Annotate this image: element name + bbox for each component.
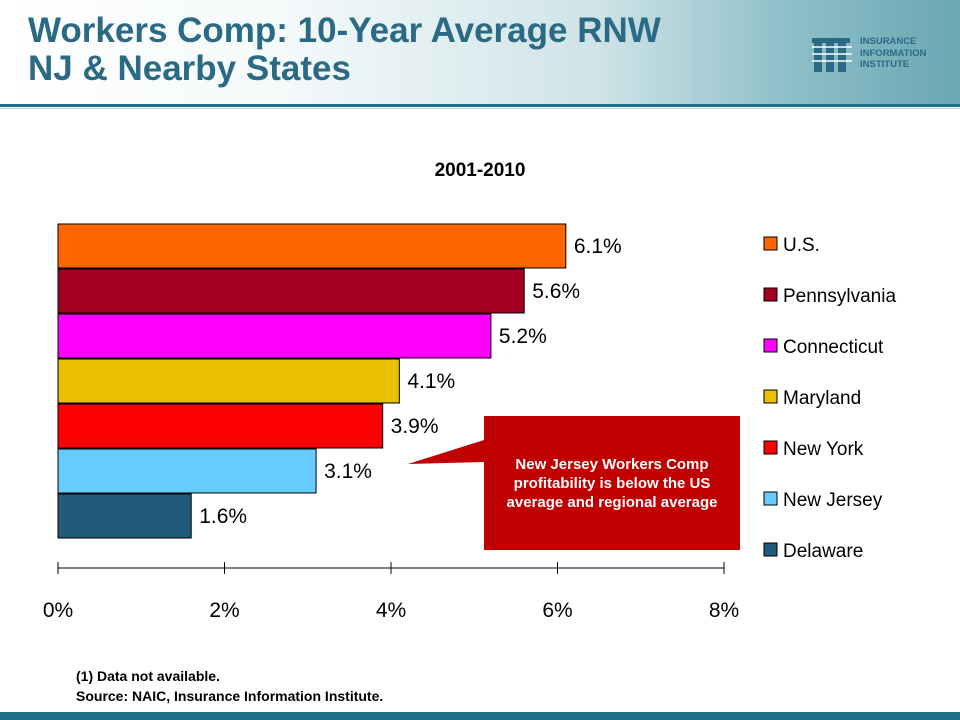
slide-title-line1: Workers Comp: 10-Year Average RNW — [28, 11, 661, 50]
legend-label: Maryland — [783, 388, 861, 409]
iii-logo: INSURANCE INFORMATION INSTITUTE — [812, 34, 952, 74]
data-label: 1.6% — [199, 505, 247, 528]
bar-connecticut — [57, 313, 492, 359]
bar-delaware — [57, 493, 192, 539]
legend-label: Delaware — [783, 541, 863, 562]
x-tick-label: 2% — [209, 599, 239, 622]
legend-swatch — [763, 287, 778, 302]
legend-swatch — [763, 389, 778, 404]
logo-line2: INFORMATION — [860, 47, 927, 59]
legend-swatch — [763, 542, 778, 557]
chart-title: 2001-2010 — [434, 160, 526, 181]
legend-label: New York — [783, 439, 864, 460]
legend-label: Connecticut — [783, 337, 884, 358]
header-divider-thin — [0, 108, 960, 109]
iii-logo-icon — [812, 38, 852, 72]
x-tick-label: 0% — [43, 599, 73, 622]
callout-text: New Jersey Workers Comp profitability is… — [506, 455, 718, 511]
data-label: 3.9% — [391, 415, 439, 438]
bar-new-jersey — [57, 448, 317, 494]
x-tick-label: 4% — [376, 599, 406, 622]
x-tick-label: 8% — [709, 599, 739, 622]
data-label: 4.1% — [407, 370, 455, 393]
data-label: 5.6% — [532, 280, 580, 303]
footnote: (1) Data not available. Source: NAIC, In… — [76, 666, 383, 706]
bar-u-s- — [57, 223, 567, 269]
callout-box — [408, 416, 740, 550]
header-divider — [0, 104, 960, 107]
x-tick-label: 6% — [542, 599, 572, 622]
data-label: 3.1% — [324, 460, 372, 483]
legend-label: U.S. — [783, 235, 820, 256]
bar-new-york — [57, 403, 384, 449]
legend-swatch — [763, 491, 778, 506]
legend-swatch — [763, 440, 778, 455]
logo-line1: INSURANCE — [860, 36, 917, 47]
legend-label: Pennsylvania — [783, 286, 896, 307]
legend-label: New Jersey — [783, 490, 883, 511]
logo-line3: INSTITUTE — [860, 59, 910, 70]
data-label: 6.1% — [574, 235, 622, 258]
footnote-note: (1) Data not available. — [76, 668, 220, 684]
footer-band — [0, 712, 960, 720]
bar-maryland — [57, 358, 400, 404]
legend-swatch — [763, 236, 778, 251]
iii-logo-text: INSURANCE INFORMATION INSTITUTE — [860, 36, 926, 71]
bar-pennsylvania — [57, 268, 525, 314]
slide-title: Workers Comp: 10-Year Average RNW NJ & N… — [28, 12, 661, 88]
data-label: 5.2% — [499, 325, 547, 348]
slide-title-line2: NJ & Nearby States — [28, 49, 351, 88]
footnote-source: Source: NAIC, Insurance Information Inst… — [76, 688, 384, 704]
legend-swatch — [763, 338, 778, 353]
header-band — [0, 0, 960, 104]
